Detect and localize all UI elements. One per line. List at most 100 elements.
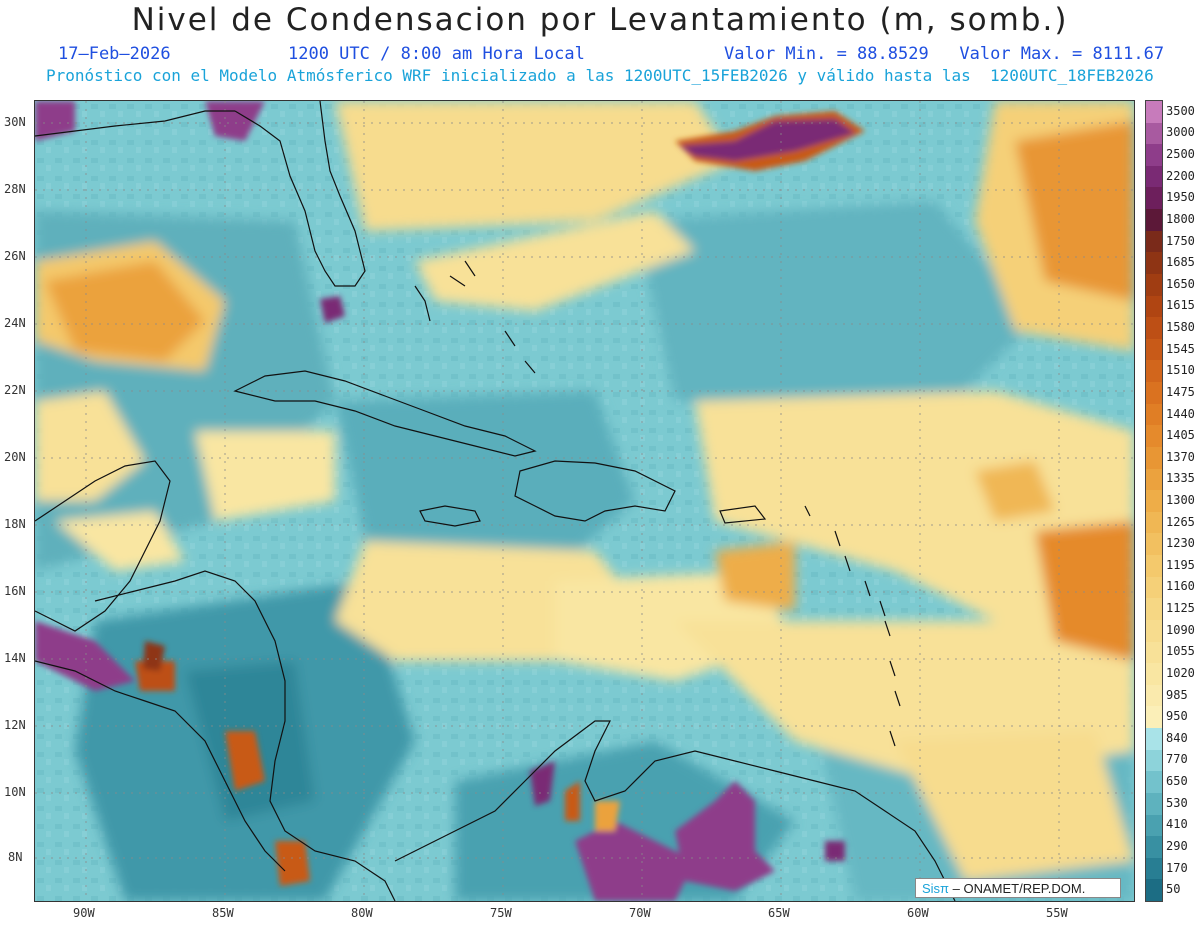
lon-label-65w: 65W: [768, 906, 790, 920]
lon-label-80w: 80W: [351, 906, 373, 920]
lon-label-90w: 90W: [73, 906, 95, 920]
colorbar-label: 1195: [1166, 557, 1195, 572]
colorbar-segment: [1146, 836, 1162, 859]
colorbar-segment: [1146, 425, 1162, 448]
colorbar-label: 650: [1166, 774, 1188, 789]
colorbar-label: 1020: [1166, 665, 1195, 680]
colorbar-label: 2200: [1166, 168, 1195, 183]
colorbar-segment: [1146, 684, 1162, 707]
colorbar-segment: [1146, 403, 1162, 426]
bahamas-islands: [414, 260, 536, 374]
colorbar-label: 985: [1166, 687, 1188, 702]
lon-label-60w: 60W: [907, 906, 929, 920]
colorbar-segment: [1146, 598, 1162, 621]
lat-label-26n: 26N: [4, 249, 26, 263]
colorbar-segment: [1146, 533, 1162, 556]
puerto-rico-coast: [719, 505, 767, 524]
lat-label-24n: 24N: [4, 316, 26, 330]
colorbar-label: 1475: [1166, 384, 1195, 399]
colorbar-label: 1090: [1166, 622, 1195, 637]
colorbar-segment: [1146, 122, 1162, 145]
colorbar-segment: [1146, 446, 1162, 470]
cuba-coast: [233, 370, 537, 457]
colorbar-segment: [1146, 490, 1162, 513]
colorbar-segment: [1146, 209, 1162, 232]
colorbar-label: 530: [1166, 795, 1188, 810]
colorbar-segment: [1146, 187, 1162, 210]
colorbar-label: 2500: [1166, 147, 1195, 162]
colorbar-label: 50: [1166, 882, 1181, 897]
colorbar-label: 1800: [1166, 211, 1195, 226]
colorbar-label: 1545: [1166, 341, 1195, 356]
sispi-logo: Sisπ: [922, 881, 950, 896]
colorbar-label: 1300: [1166, 493, 1195, 507]
lat-label-28n: 28N: [4, 182, 26, 196]
colorbar-label: 170: [1166, 860, 1188, 875]
lat-label-10n: 10N: [4, 785, 26, 799]
moisture-field: [35, 101, 1134, 901]
colorbar-segment: [1146, 382, 1162, 405]
colorbar-segment: [1146, 165, 1162, 188]
colorbar-label: 1510: [1166, 363, 1195, 378]
colorbar-label: 1750: [1166, 233, 1195, 248]
colorbar-segment: [1146, 230, 1162, 253]
colorbar-segment: [1146, 663, 1162, 686]
colorbar-label: 1615: [1166, 298, 1195, 313]
colorbar-segment: [1146, 706, 1162, 729]
central-america-pacific: [35, 660, 286, 872]
colorbar-label: 3500: [1166, 103, 1195, 118]
forecast-date: 17–Feb–2026: [58, 44, 171, 64]
colorbar-segment: [1146, 857, 1162, 880]
colorbar-label: 1950: [1166, 190, 1195, 205]
lon-label-55w: 55W: [1046, 906, 1068, 920]
credit-text: – ONAMET/REP.DOM.: [952, 881, 1086, 896]
colorbar-segment: [1146, 295, 1162, 318]
coastlines: [35, 101, 956, 901]
lat-label-12n: 12N: [4, 718, 26, 732]
colorbar-label: 1440: [1166, 406, 1195, 421]
colorbar-label: 1335: [1166, 471, 1195, 486]
colorbar-segment: [1146, 338, 1162, 361]
us-gulf-coast: [35, 110, 235, 137]
lat-label-18n: 18N: [4, 517, 26, 531]
lon-label-85w: 85W: [212, 906, 234, 920]
colorbar-segment: [1146, 792, 1162, 815]
lon-label-70w: 70W: [629, 906, 651, 920]
lesser-antilles: [804, 505, 901, 747]
lat-label-22n: 22N: [4, 383, 26, 397]
colorbar-label: 1370: [1166, 449, 1195, 464]
lat-label-14n: 14N: [4, 651, 26, 665]
lat-label-16n: 16N: [4, 584, 26, 598]
colorbar-label: 1650: [1166, 276, 1195, 291]
colorbar-label: 1405: [1166, 428, 1195, 443]
credit-box: Sisπ – ONAMET/REP.DOM.: [915, 878, 1121, 898]
lat-label-30n: 30N: [4, 115, 26, 129]
colorbar-segment: [1146, 641, 1162, 664]
colorbar-label: 1125: [1166, 601, 1195, 616]
colorbar-label: 1160: [1166, 579, 1195, 594]
colorbar-label: 290: [1166, 838, 1188, 853]
central-america-coast: [94, 570, 396, 901]
colorbar-label: 1265: [1166, 514, 1195, 529]
colorbar-segment: [1146, 252, 1162, 275]
colorbar: [1145, 100, 1163, 902]
colorbar-label: 840: [1166, 730, 1188, 745]
forecast-time: 1200 UTC / 8:00 am Hora Local: [288, 44, 585, 64]
high-lcl-cores: [35, 101, 865, 901]
colorbar-segment: [1146, 879, 1162, 902]
colorbar-label: 3000: [1166, 125, 1195, 140]
model-info: Pronóstico con el Modelo Atmósferico WRF…: [46, 66, 1154, 85]
hispaniola-coast: [514, 460, 676, 522]
colorbar-label: 1685: [1166, 255, 1195, 270]
colorbar-segment: [1146, 728, 1162, 751]
colorbar-segment: [1146, 101, 1162, 124]
lat-label-8n: 8N: [8, 850, 23, 864]
colorbar-label: 770: [1166, 752, 1188, 767]
colombia-venezuela-coast: [394, 720, 956, 901]
colorbar-segment: [1146, 317, 1162, 340]
colorbar-segment: [1146, 555, 1162, 578]
colorbar-label: 1055: [1166, 644, 1195, 659]
lat-label-20n: 20N: [4, 450, 26, 464]
forecast-map: [34, 100, 1135, 902]
colorbar-segment: [1146, 468, 1162, 491]
